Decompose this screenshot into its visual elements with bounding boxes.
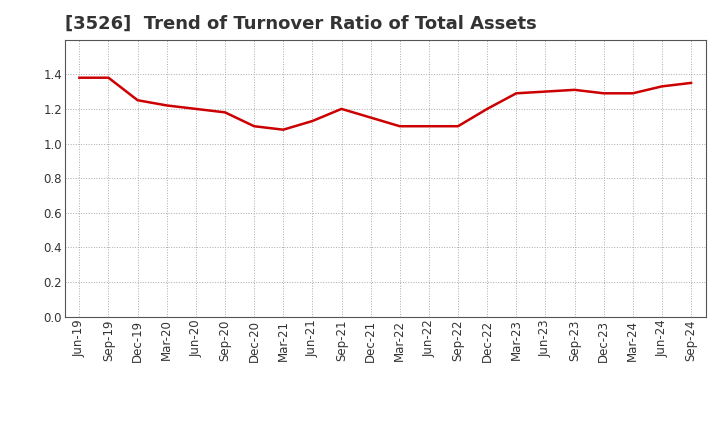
Text: [3526]  Trend of Turnover Ratio of Total Assets: [3526] Trend of Turnover Ratio of Total …: [65, 15, 536, 33]
